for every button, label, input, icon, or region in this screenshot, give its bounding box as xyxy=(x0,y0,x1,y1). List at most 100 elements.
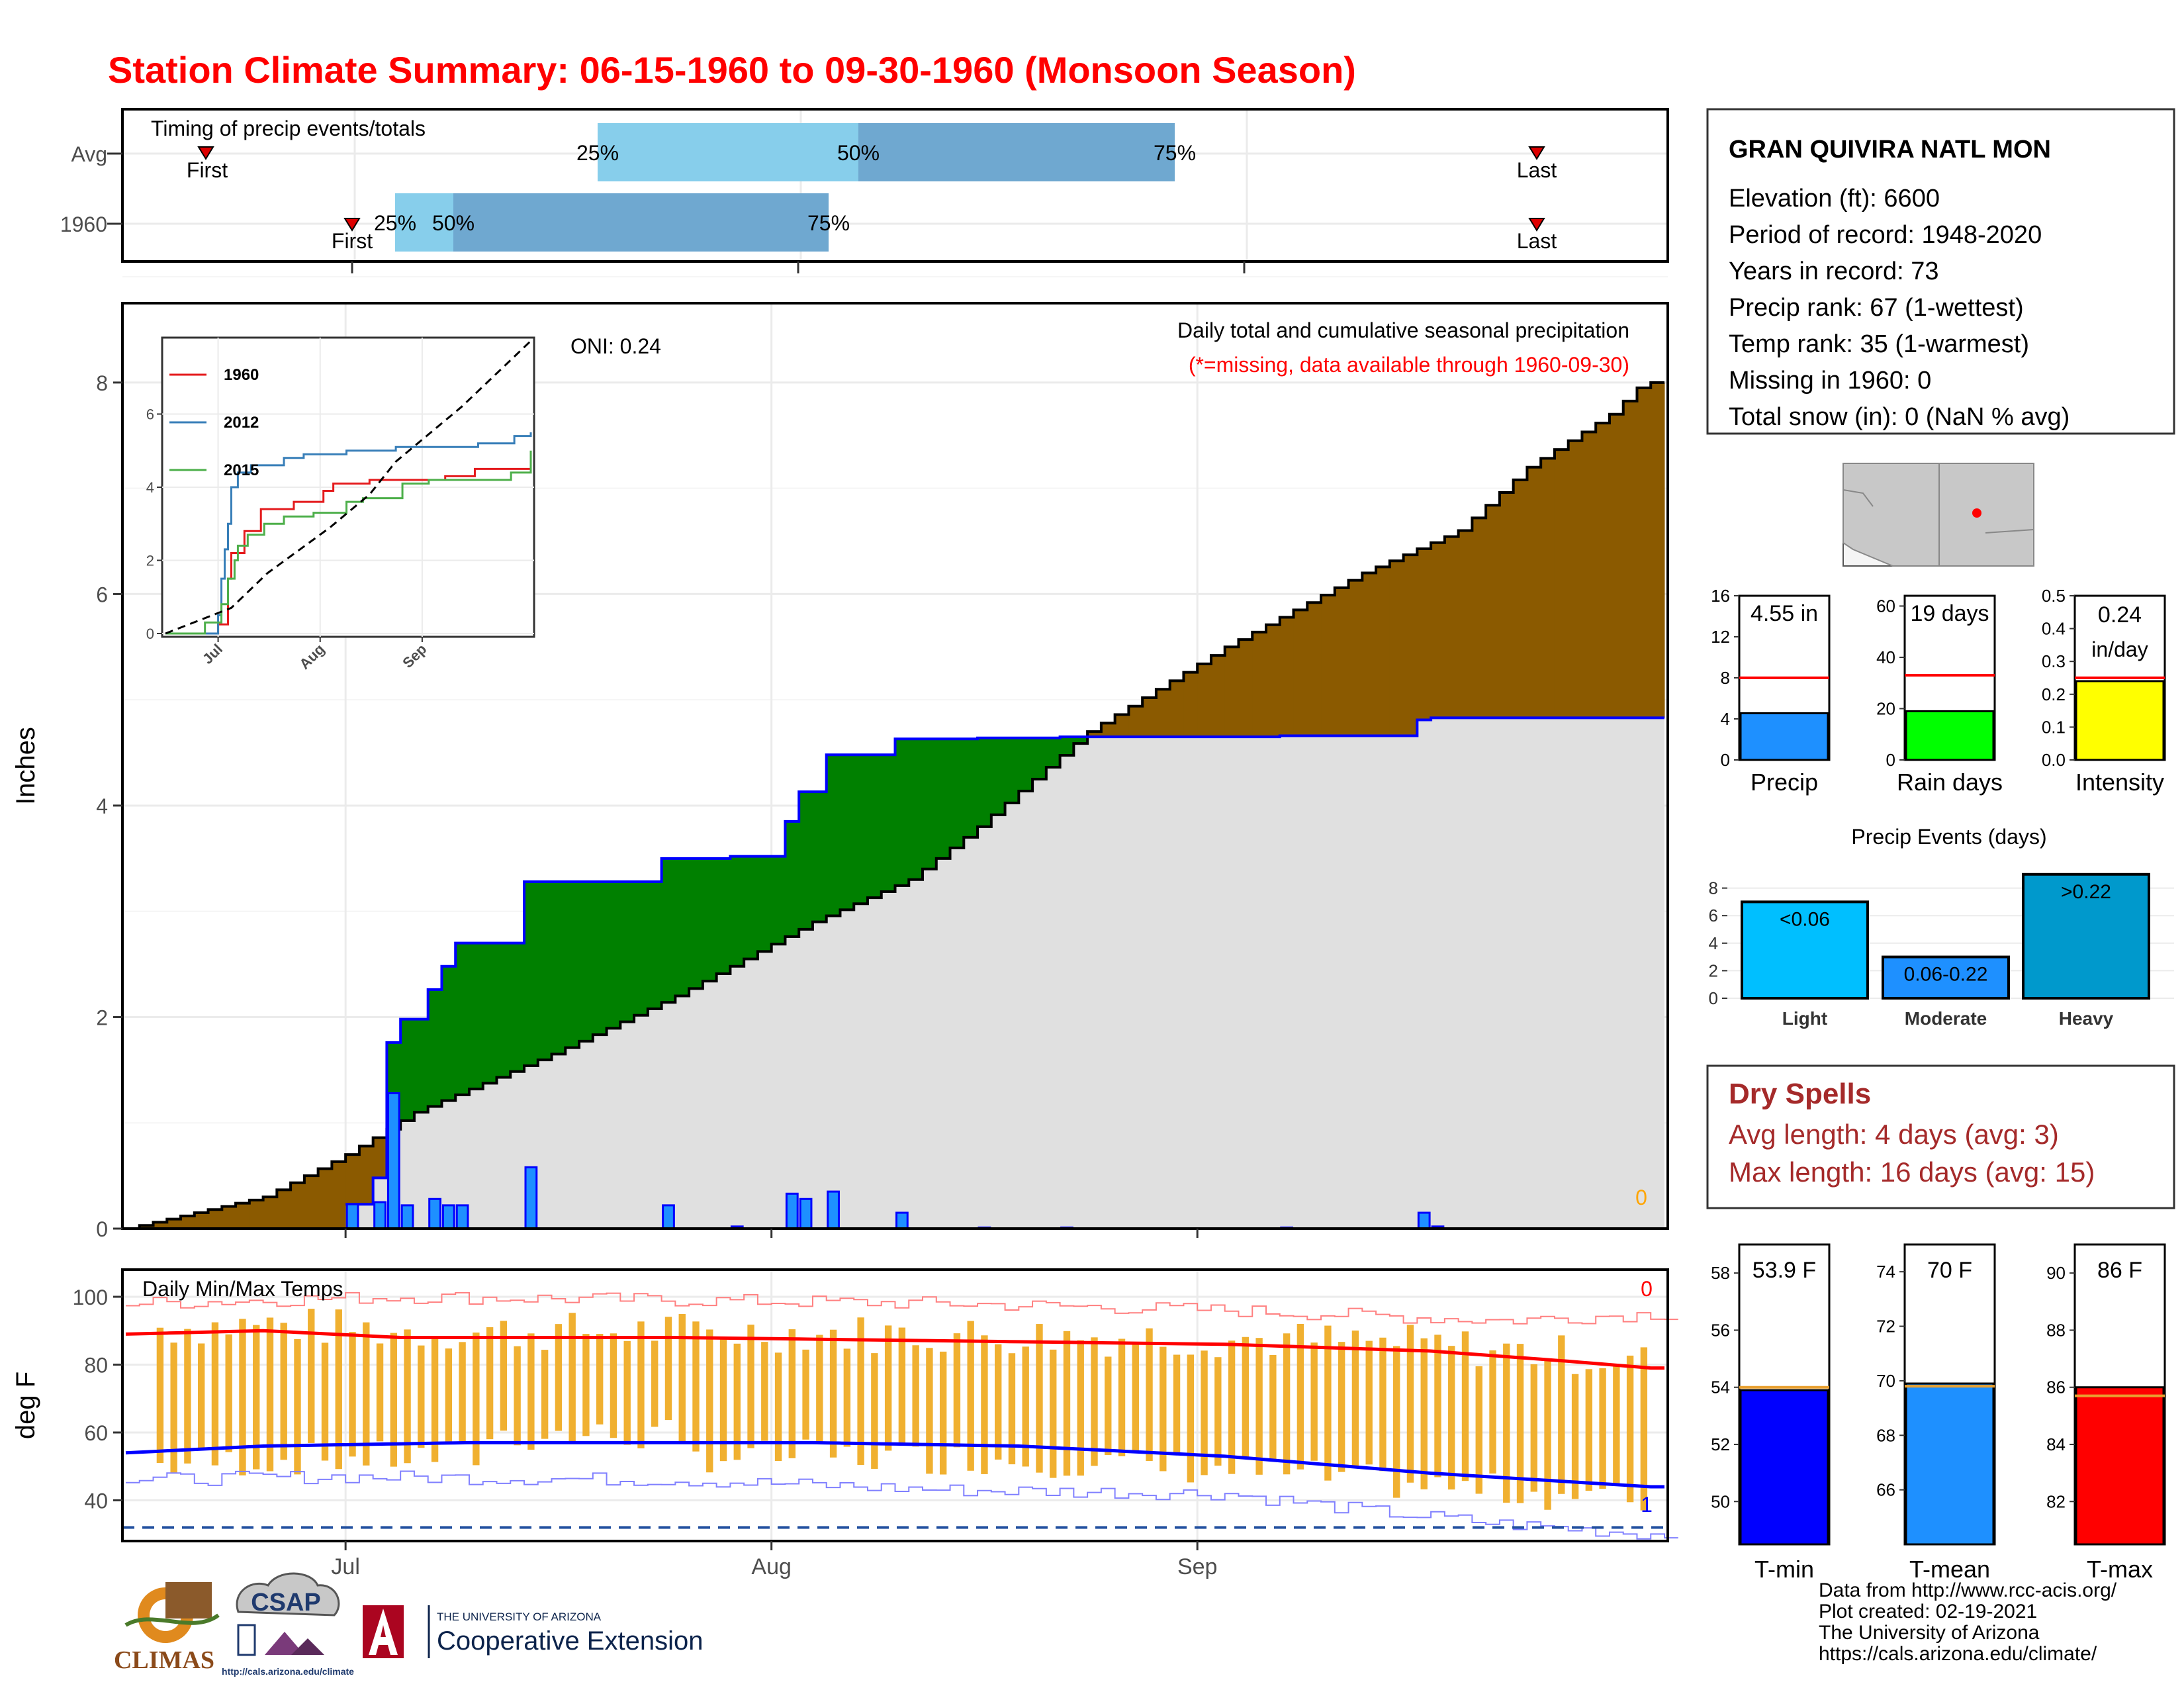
deficit-fill xyxy=(1541,458,1555,718)
daily-precip-bar xyxy=(827,1190,840,1230)
daily-precip-bar xyxy=(428,1197,441,1230)
year-cumulative-area xyxy=(126,718,1664,1229)
mini-bar-tick: 20 xyxy=(1876,699,1895,719)
year-first-label: First xyxy=(332,229,373,253)
deficit-fill xyxy=(1637,387,1651,718)
surplus-fill xyxy=(799,792,813,929)
deficit-fill xyxy=(1417,548,1432,720)
daily-temp-bar xyxy=(514,1346,521,1446)
surplus-fill xyxy=(551,881,566,1055)
avg-last-marker xyxy=(1528,146,1545,160)
daily-temp-bar xyxy=(1132,1343,1139,1451)
deficit-fill xyxy=(1128,706,1143,737)
surplus-fill xyxy=(689,858,704,989)
temp-summary-t-mean: 70 F 66 68 70 72 74 T-mean xyxy=(1876,1243,1996,1583)
daily-precip-bar xyxy=(895,1211,909,1230)
mini-bar-tick: 0.4 xyxy=(2042,619,2066,639)
daily-precip-bar xyxy=(373,1201,387,1230)
temp-summary-label: T-max xyxy=(2087,1556,2153,1583)
daily-temp-bar xyxy=(1379,1337,1387,1472)
daily-temp-bar xyxy=(884,1325,892,1451)
surplus-fill xyxy=(675,858,690,996)
precip-annotation-missing: (*=missing, data available through 1960-… xyxy=(1189,353,1629,377)
year-last-marker xyxy=(1528,218,1545,232)
station-line: Period of record: 1948-2020 xyxy=(1729,221,2042,249)
daily-temp-bar xyxy=(651,1340,659,1427)
mini-bar-value-unit: in/day xyxy=(2091,637,2148,661)
daily-temp-bar xyxy=(1050,1349,1057,1478)
mini-bar-tick: 0.2 xyxy=(2042,684,2066,704)
mini-bar-tick: 8 xyxy=(1721,668,1730,688)
surplus-fill xyxy=(482,943,497,1084)
daily-temp-bar xyxy=(1503,1343,1510,1503)
deficit-fill xyxy=(1197,663,1212,737)
mini-bar-tick: 0 xyxy=(1886,750,1895,770)
mini-bar-tick: 60 xyxy=(1876,596,1895,616)
events-y-tick: 8 xyxy=(1709,878,1718,898)
daily-temp-bar xyxy=(1338,1342,1345,1472)
temp-summary-tick: 90 xyxy=(2046,1263,2066,1283)
locator-map xyxy=(1843,463,2034,567)
surplus-fill xyxy=(716,858,731,974)
event-category-label: Moderate xyxy=(1905,1008,1987,1029)
station-name: GRAN QUIVIRA NATL MON xyxy=(1729,136,2051,164)
surplus-fill xyxy=(964,739,978,837)
surplus-fill xyxy=(936,739,951,859)
surplus-fill xyxy=(1046,737,1061,768)
temp-ylabel: deg F xyxy=(11,1372,40,1439)
daily-temp-bar xyxy=(1365,1340,1373,1465)
deficit-fill xyxy=(181,1215,195,1229)
surplus-fill xyxy=(606,881,621,1029)
avg-p50-label: 50% xyxy=(837,141,880,165)
temp-y-tick: 60 xyxy=(84,1421,108,1445)
temp-summary-fill xyxy=(1739,1389,1829,1546)
dry-spells-max: Max length: 16 days (avg: 15) xyxy=(1729,1156,2095,1188)
deficit-fill xyxy=(1499,492,1514,718)
temp-summary-tick: 58 xyxy=(1711,1263,1730,1283)
daily-temp-bar xyxy=(1036,1324,1043,1473)
temp-summary-t-max: 86 F 82 84 86 88 90 T-max xyxy=(2046,1243,2166,1583)
inset-x-tick: Jul xyxy=(199,641,226,667)
record-min-line xyxy=(126,1470,1678,1540)
daily-temp-bar xyxy=(1530,1364,1537,1492)
deficit-fill xyxy=(1348,580,1363,736)
event-bar-label: >0.22 xyxy=(2061,881,2111,903)
csap-logo-text: CSAP xyxy=(251,1589,321,1617)
daily-temp-bar xyxy=(719,1338,727,1462)
daily-temp-bar xyxy=(197,1343,205,1450)
daily-temp-bar xyxy=(569,1313,576,1442)
temp-corner-bottom: 1 xyxy=(1641,1493,1653,1517)
year-p50-label: 50% xyxy=(432,211,475,235)
daily-temp-bar xyxy=(349,1332,356,1457)
daily-temp-bar xyxy=(1022,1346,1029,1467)
event-bar-light xyxy=(1741,900,1869,1000)
deficit-fill xyxy=(1321,595,1336,736)
daily-temp-bar xyxy=(1448,1346,1455,1490)
daily-temp-bar xyxy=(1214,1357,1222,1466)
temp-title: Daily Min/Max Temps xyxy=(142,1277,343,1301)
daily-temp-bar xyxy=(706,1329,713,1473)
daily-temp-bar xyxy=(376,1343,384,1442)
surplus-fill xyxy=(592,881,608,1035)
station-line: Precip rank: 67 (1-wettest) xyxy=(1729,294,2024,322)
avg-min-line xyxy=(125,1440,1664,1489)
event-bar-moderate xyxy=(1882,955,2010,1000)
deficit-fill xyxy=(1651,382,1665,718)
oni-annotation: ONI: 0.24 xyxy=(570,334,661,358)
avg-p75-label: 75% xyxy=(1154,141,1196,165)
temp-summary-tick: 52 xyxy=(1711,1434,1730,1454)
daily-temp-bar xyxy=(981,1335,988,1474)
daily-precip-bar xyxy=(785,1192,799,1230)
daily-temp-bar xyxy=(1558,1335,1565,1494)
daily-temp-bar xyxy=(390,1333,397,1467)
ua-logo-small: THE UNIVERSITY OF ARIZONA xyxy=(437,1611,602,1623)
daily-temp-bar xyxy=(280,1323,287,1460)
climas-logo-text: CLIMAS xyxy=(114,1646,214,1674)
surplus-fill xyxy=(661,858,676,1003)
mini-bar-label: Rain days xyxy=(1897,769,2003,796)
mini-bar-value: 0.24 xyxy=(2098,602,2142,628)
avg-max-line xyxy=(125,1329,1664,1370)
deficit-fill xyxy=(291,1182,305,1229)
timing-1960-bar-dark xyxy=(453,193,829,252)
daily-precip-bar xyxy=(799,1197,813,1230)
